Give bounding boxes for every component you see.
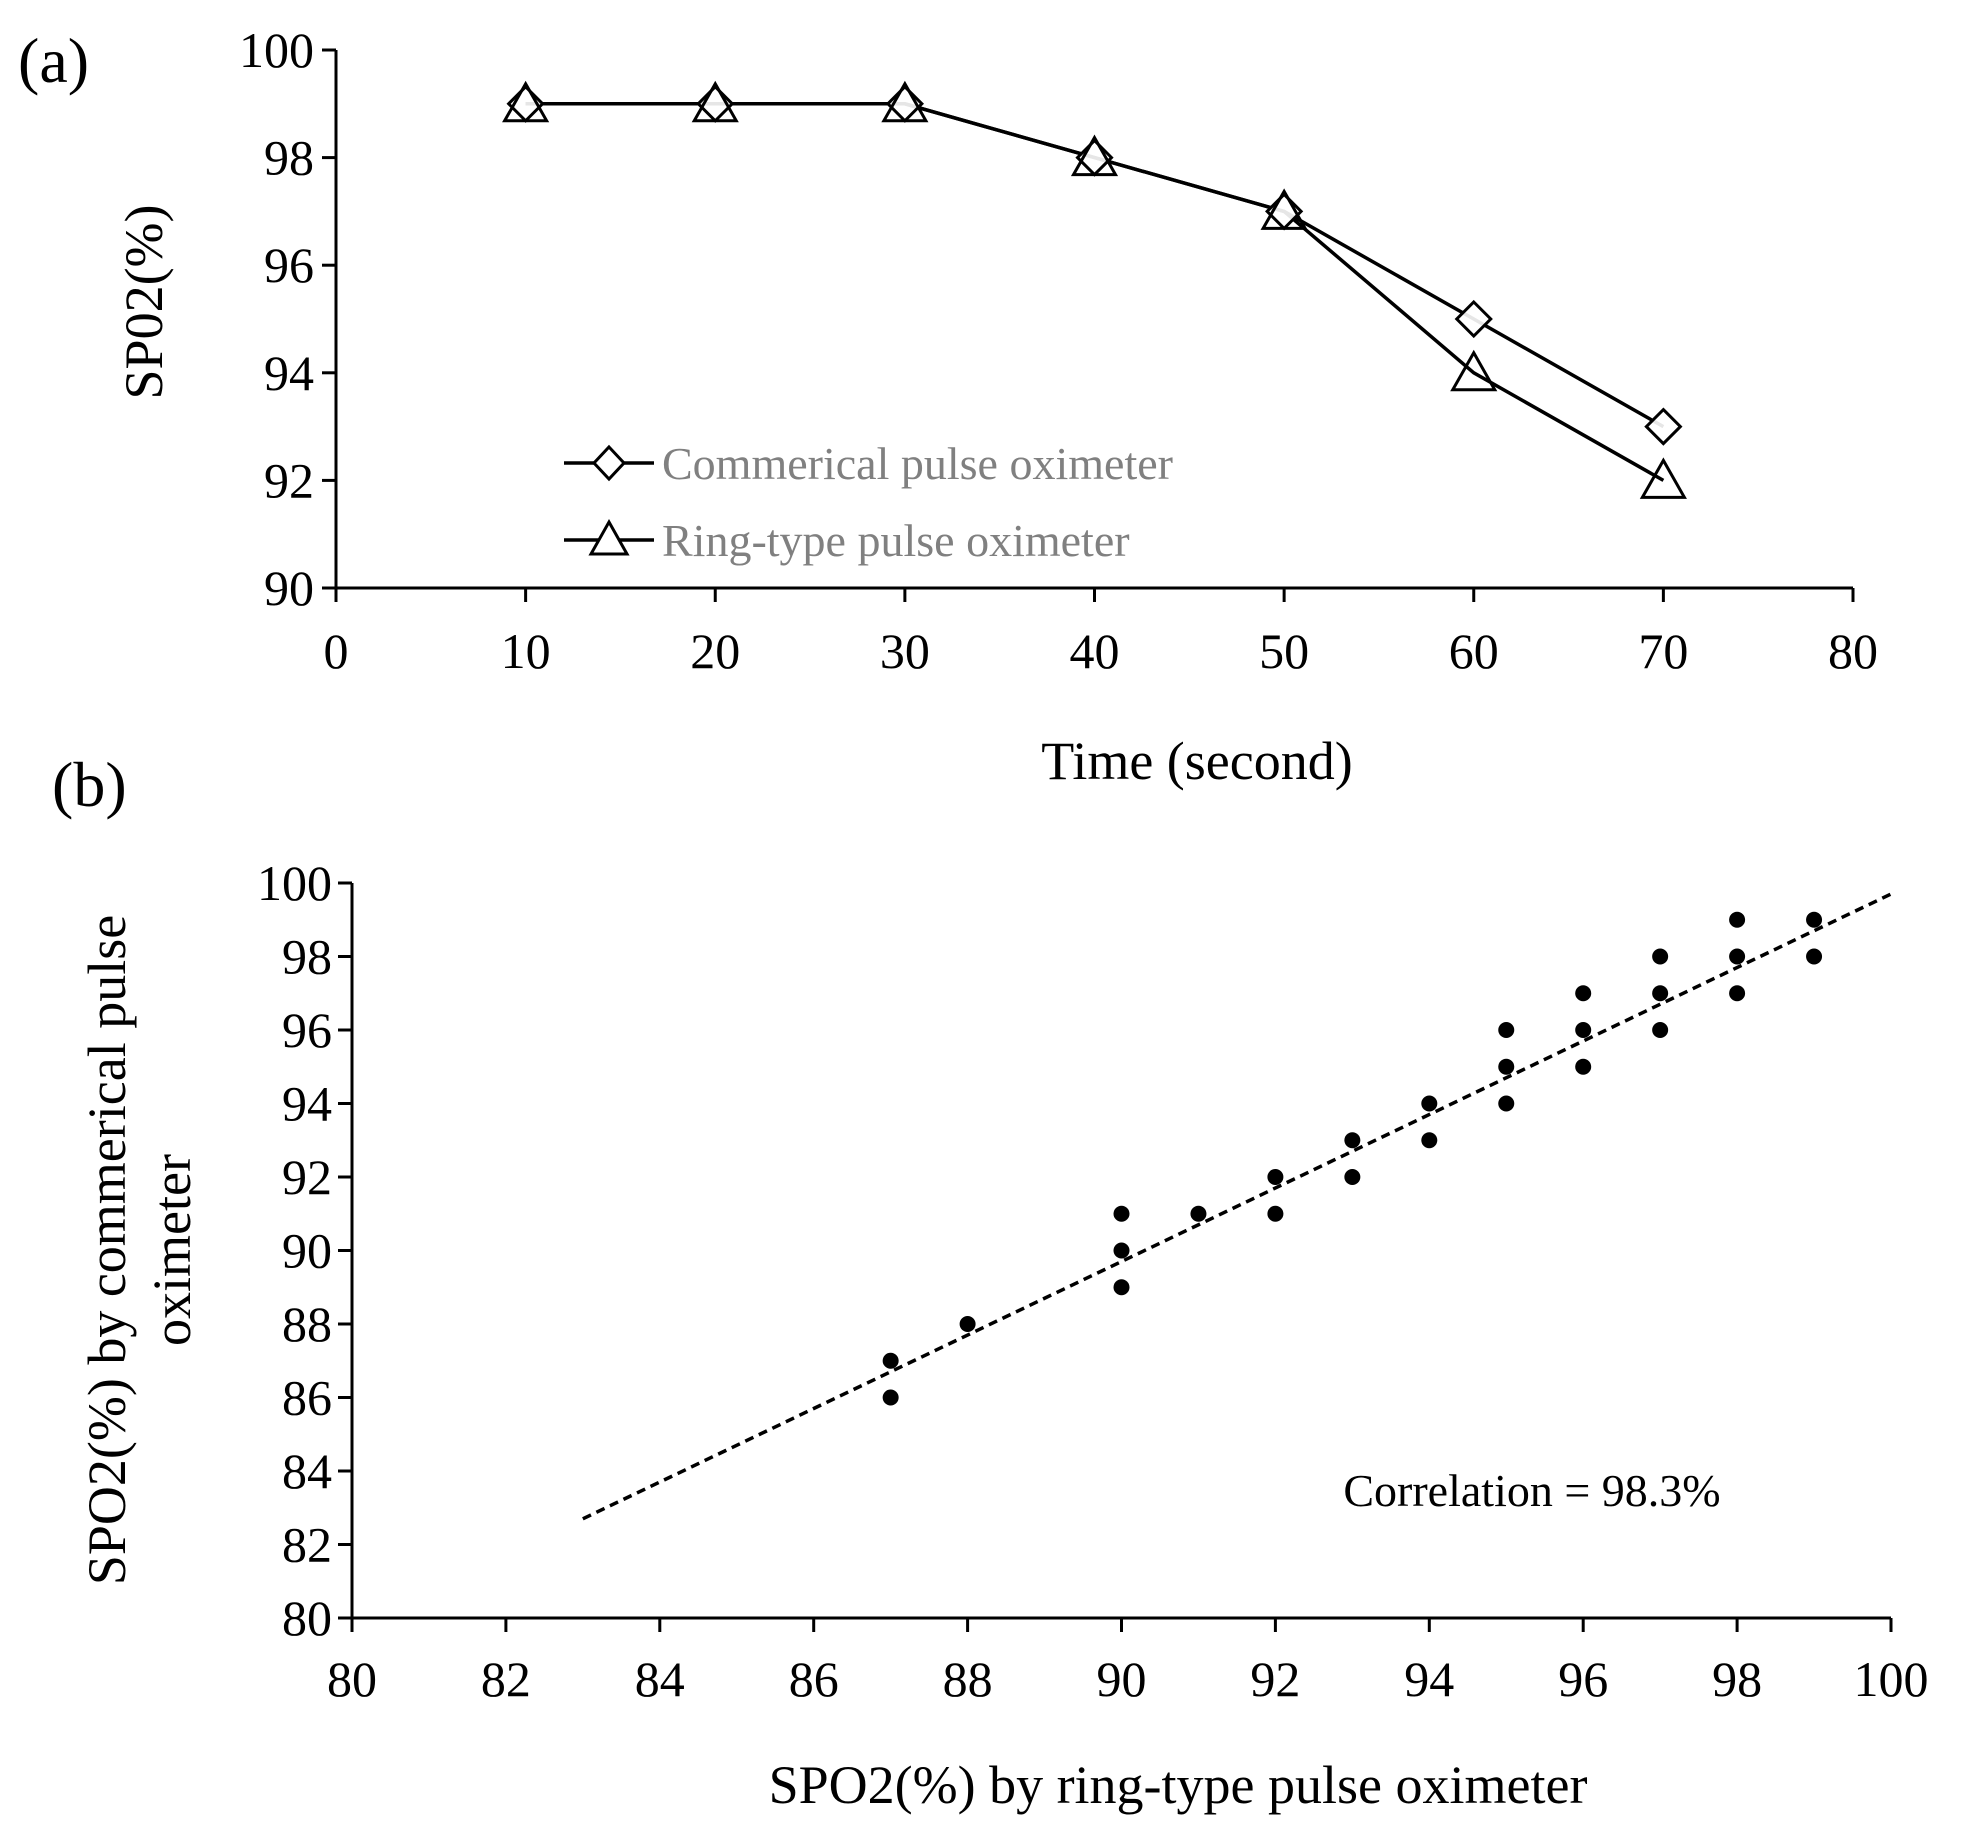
legend-triangle-icon <box>588 518 630 556</box>
panel-a-x-tick-label: 50 <box>1259 623 1309 679</box>
scatter-point <box>882 1389 899 1406</box>
scatter-point <box>1421 1095 1438 1112</box>
panel-b-x-tick-label: 90 <box>1097 1651 1147 1707</box>
panel-a-x-tick-label: 10 <box>501 623 551 679</box>
panel-a-line-chart: (a) 90 92 94 96 98 100 0 10 20 30 40 50 60 70 80 Comme… <box>18 22 1878 791</box>
panel-a-y-tick-label: 94 <box>264 345 314 401</box>
panel-b-x-tick-label: 98 <box>1712 1651 1762 1707</box>
trendline-dashed <box>582 892 1892 1521</box>
panel-b-x-tick-label: 92 <box>1250 1651 1300 1707</box>
scatter-point <box>1652 1022 1669 1038</box>
panel-b-x-tick-label: 88 <box>943 1651 993 1707</box>
panel-b-y-tick-label: 88 <box>282 1296 332 1352</box>
panel-a-x-tick-label: 20 <box>690 623 740 679</box>
panel-a-x-tick-label: 30 <box>880 623 930 679</box>
panel-b-trendline <box>582 892 1892 1521</box>
panel-a-y-tick-label: 100 <box>239 22 314 78</box>
ring-triangle-marker <box>1450 349 1498 392</box>
panel-a-axes <box>322 48 1855 602</box>
panel-a-x-axis-title: Time (second) <box>1041 731 1352 791</box>
scatter-point <box>1806 911 1823 928</box>
panel-b-y-tick-label: 82 <box>282 1517 332 1573</box>
ring-triangle-marker <box>502 80 550 123</box>
scatter-point <box>1729 948 1746 965</box>
panel-a-x-tick-label: 80 <box>1828 623 1878 679</box>
panel-b-y-axis-title-line1: SPO2(%) by commerical pulse <box>77 915 137 1585</box>
panel-b-y-tick-label: 80 <box>282 1590 332 1646</box>
scatter-point <box>1344 1132 1361 1149</box>
panel-a-y-tick-label: 98 <box>264 130 314 186</box>
panel-a-y-axis-title: SP02(%) <box>114 204 174 399</box>
scatter-point <box>1113 1242 1130 1259</box>
panel-b-y-tick-label: 90 <box>282 1223 332 1279</box>
scatter-point <box>1729 911 1746 928</box>
panel-b-x-tick-label: 94 <box>1404 1651 1454 1707</box>
panel-b-y-tick-label: 84 <box>282 1443 332 1499</box>
panel-b-x-tick-label: 82 <box>481 1651 531 1707</box>
panel-b-y-axis-title-line2: oximeter <box>142 1154 202 1346</box>
panel-a-x-tick-label: 70 <box>1638 623 1688 679</box>
scatter-point <box>1190 1205 1207 1222</box>
panel-a-series <box>502 80 1687 499</box>
commercial-diamond-marker <box>1644 407 1683 446</box>
legend-ring-label: Ring-type pulse oximeter <box>662 515 1130 566</box>
panel-b-x-tick-label: 84 <box>635 1651 685 1707</box>
scatter-point <box>959 1316 976 1332</box>
panel-a-x-tick-label: 40 <box>1070 623 1120 679</box>
scatter-point <box>1498 1022 1515 1038</box>
scatter-point <box>1729 985 1746 1002</box>
ring-triangle-marker <box>1639 457 1687 499</box>
scatter-point <box>1806 948 1823 965</box>
scatter-point <box>1575 1022 1592 1038</box>
panel-b-label: (b) <box>52 749 127 820</box>
panel-b-y-tick-label: 94 <box>282 1076 332 1132</box>
panel-b-x-tick-label: 80 <box>327 1651 377 1707</box>
scatter-point <box>1267 1205 1284 1222</box>
scatter-point <box>1421 1132 1438 1149</box>
panel-b-axes <box>338 881 1893 1632</box>
scatter-point <box>1267 1169 1284 1185</box>
scatter-point <box>1344 1169 1361 1185</box>
scatter-point <box>1113 1279 1130 1296</box>
scatter-point <box>1652 985 1669 1002</box>
panel-b-y-tick-label: 100 <box>257 855 332 911</box>
panel-b-scatter-chart: (b) 80 82 84 86 88 90 92 94 96 98 100 80 82 84 86 88 90 9… <box>52 749 1929 1815</box>
panel-b-x-tick-label: 96 <box>1558 1651 1608 1707</box>
panel-b-x-tick-label: 86 <box>789 1651 839 1707</box>
ring-triangle-marker <box>1260 188 1308 230</box>
panel-b-tick-labels: 80 82 84 86 88 90 92 94 96 98 100 80 82 84 86 88 90 92 94 9… <box>257 855 1929 1707</box>
ring-triangle-marker <box>691 80 739 123</box>
scatter-point <box>1652 948 1669 965</box>
ring-triangle-marker <box>881 80 929 123</box>
scatter-point <box>882 1352 899 1369</box>
panel-a-tick-labels: 90 92 94 96 98 100 0 10 20 30 40 50 60 70 80 <box>239 22 1878 679</box>
panel-a-y-tick-label: 90 <box>264 560 314 616</box>
scatter-point <box>1498 1058 1515 1075</box>
commercial-diamond-marker <box>1454 299 1493 339</box>
legend-diamond-icon <box>591 444 627 482</box>
panel-b-y-tick-label: 86 <box>282 1370 332 1426</box>
panel-a-legend: Commerical pulse oximeter Ring-type puls… <box>564 438 1173 566</box>
panel-a-label: (a) <box>18 25 89 96</box>
panel-a-x-tick-label: 60 <box>1449 623 1499 679</box>
panel-b-points <box>882 911 1823 1406</box>
panel-b-x-axis-title: SPO2(%) by ring-type pulse oximeter <box>769 1755 1588 1815</box>
legend-commercial-label: Commerical pulse oximeter <box>662 438 1173 489</box>
scatter-point <box>1498 1095 1515 1112</box>
scatter-point <box>1113 1205 1130 1222</box>
panel-b-x-tick-label: 100 <box>1854 1651 1929 1707</box>
panel-a-y-tick-label: 96 <box>264 237 314 293</box>
correlation-annotation: Correlation = 98.3% <box>1343 1465 1720 1516</box>
panel-b-y-tick-label: 92 <box>282 1149 332 1205</box>
panel-b-y-tick-label: 98 <box>282 929 332 985</box>
panel-a-y-tick-label: 92 <box>264 452 314 508</box>
panel-b-y-tick-label: 96 <box>282 1002 332 1058</box>
scatter-point <box>1575 1058 1592 1075</box>
panel-a-x-tick-label: 0 <box>324 623 349 679</box>
scatter-point <box>1575 985 1592 1002</box>
ring-triangle-marker <box>1070 134 1119 177</box>
